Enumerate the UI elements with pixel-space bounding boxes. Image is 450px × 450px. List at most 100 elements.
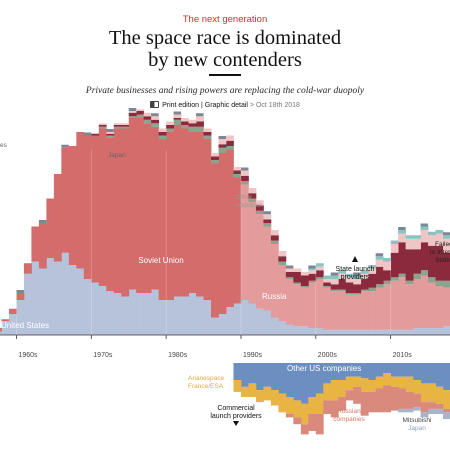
label-mitsubishi-1: Mitsubishi [403,417,432,424]
area-bar [300,363,309,404]
title-line-2: by new contenders [148,49,302,71]
arrow-down-icon [233,421,239,426]
kicker: The next generation [182,14,268,25]
area-bar [420,383,429,403]
failed-mark [16,290,24,293]
area-bar [181,118,189,122]
series-other-us-companies [233,363,450,404]
area-bar [278,251,287,257]
area-bar [121,296,130,335]
area-bar [308,268,317,271]
area-bar [270,235,279,241]
area-bar [420,328,429,335]
area-bar [196,121,204,127]
area-bar [398,363,407,377]
failed-mark [196,113,204,117]
area-bar [308,414,317,431]
area-bar [345,273,354,278]
area-bar [218,139,227,145]
area-bar [136,293,145,335]
area-bar [240,386,249,397]
area-bar [166,300,175,335]
area-bar [315,393,324,414]
area-bar [390,363,399,377]
area-bar [323,282,332,286]
area-bar [98,125,107,127]
area-bar [360,291,369,330]
label-other-countries-1: Other [236,194,253,201]
area-bar [390,244,399,253]
print-edition-link[interactable]: Print edition [162,102,200,109]
area-bar [278,265,287,321]
area-bar [113,125,122,127]
area-bar [428,383,436,403]
area-bar [143,119,152,124]
area-bar [330,275,339,279]
area-bar [405,235,414,239]
area-bar [248,193,257,199]
area-bar [420,363,429,384]
area-bar [375,329,384,335]
label-failed-1: Failed [435,241,450,248]
meta-separator: | [200,102,203,109]
area-bar [315,279,324,328]
area-bar [91,133,100,136]
graphic-detail-link[interactable]: Graphic detail [204,102,248,109]
area-bar [76,268,85,335]
area-bar [383,329,392,335]
area-bar [158,135,167,139]
area-bar [255,363,264,391]
area-bar [375,259,384,267]
area-bar [345,282,354,293]
area-bar [435,386,444,404]
area-bar [255,210,264,215]
area-bar [315,266,324,271]
area-bar [345,363,354,377]
area-bar [76,132,85,269]
area-bar [226,146,234,150]
label-left-fragment: es [0,142,8,149]
x-tick-label: 1990s [243,352,263,359]
area-bar [360,273,369,279]
area-bar [203,300,212,335]
area-bar [158,128,167,132]
area-bar [428,402,436,409]
area-bar [315,270,324,278]
area-bar [375,284,384,288]
area-bar [405,280,414,285]
area-bar [383,373,392,386]
failed-mark [308,265,316,269]
failed-mark [83,132,92,136]
area-bar [300,403,309,425]
area-bar [151,123,160,127]
area-bar [420,230,429,243]
area-bar [263,219,272,223]
x-tick-label: 1980s [168,352,188,359]
area-bar [136,118,145,293]
area-bar [308,363,317,397]
area-bar [226,149,234,307]
area-bar [53,261,62,335]
label-japan: Japan [108,152,126,159]
label-state-launch-1: State launch [336,266,375,273]
area-bar [158,132,167,136]
area-bar [181,296,189,335]
area-bar [218,153,227,314]
area-bar [98,286,107,335]
area-bar [405,376,414,392]
area-bar [263,386,272,401]
area-bar [106,135,115,138]
area-bar [255,200,264,206]
area-bar [263,310,272,335]
area-bar [255,390,264,403]
area-bar [83,135,92,279]
area-bar [375,256,384,260]
area-bar [218,314,227,335]
area-bar [353,386,362,404]
area-bar [151,289,160,335]
area-bar [23,263,32,274]
area-bar [293,417,302,425]
failed-mark [38,220,47,223]
area-bar [375,287,384,330]
